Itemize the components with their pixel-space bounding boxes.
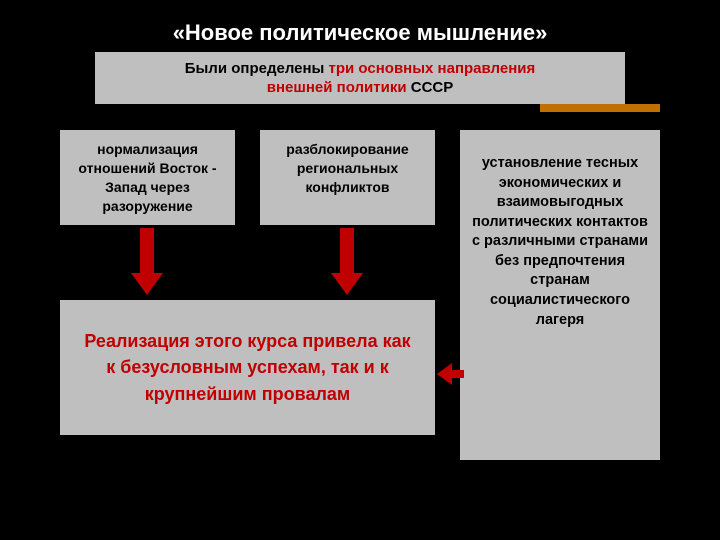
intro-line-2: внешней политики СССР [267, 78, 454, 98]
arrow-left-icon [437, 363, 464, 385]
intro-red-1: три основных направления [329, 60, 536, 77]
direction-box-2: разблокирование региональных конфликтов [260, 130, 435, 225]
result-box: Реализация этого курса привела как к без… [60, 300, 435, 435]
direction-box-1: нормализация отношений Восток - Запад че… [60, 130, 235, 225]
direction-text-1: нормализация отношений Восток - Запад че… [68, 140, 227, 216]
direction-text-2: разблокирование региональных конфликтов [268, 140, 427, 197]
intro-box: Были определены три основных направления… [95, 52, 625, 104]
intro-line-1: Были определены три основных направления [185, 59, 536, 79]
slide-title: «Новое политическое мышление» [0, 20, 720, 46]
arrow-down-icon [140, 228, 154, 295]
result-text: Реализация этого курса привела как к без… [78, 328, 417, 406]
slide: «Новое политическое мышление» Были опред… [0, 0, 720, 540]
intro-tail: СССР [411, 79, 454, 96]
accent-bar [540, 104, 660, 112]
direction-text-3: установление тесных экономических и взаи… [468, 154, 652, 330]
arrow-down-icon [340, 228, 354, 295]
direction-box-3: установление тесных экономических и взаи… [460, 130, 660, 460]
intro-prefix: Были определены [185, 60, 329, 77]
intro-red-2: внешней политики [267, 79, 411, 96]
